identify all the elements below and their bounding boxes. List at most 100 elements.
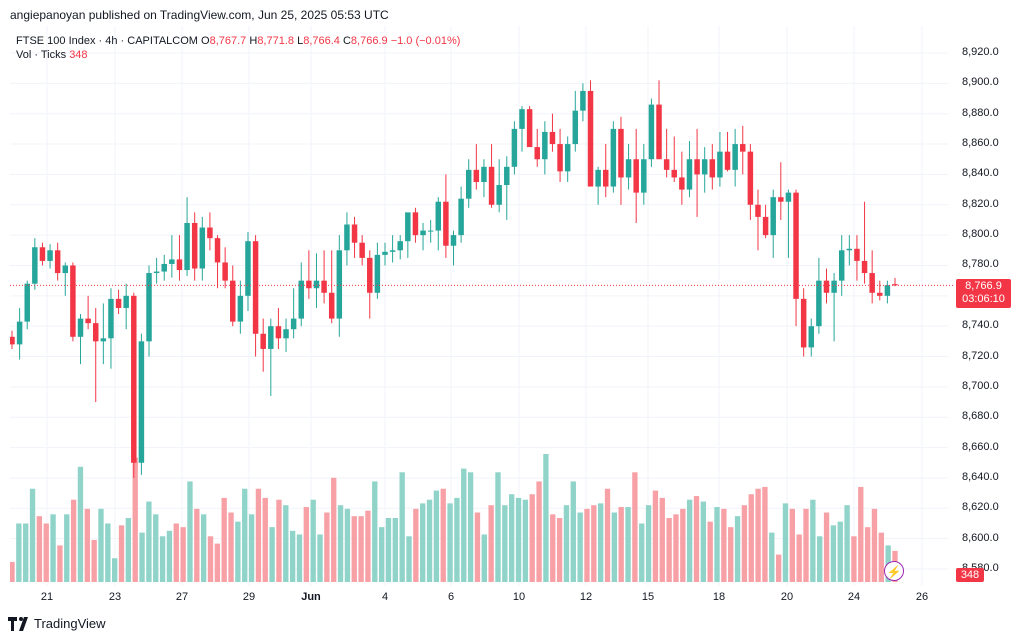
- candle: [534, 128, 540, 167]
- candle: [230, 265, 236, 327]
- volume-bar: [734, 516, 741, 582]
- candle-body: [268, 326, 274, 349]
- volume-bar: [639, 523, 645, 582]
- volume-bar: [139, 532, 145, 582]
- volume-bar: [262, 497, 268, 582]
- candle-body: [283, 329, 289, 339]
- candle-body: [648, 104, 655, 160]
- volume-bar: [529, 494, 535, 582]
- symbol-name[interactable]: FTSE 100 Index · 4h · CAPITALCOM: [16, 35, 198, 47]
- volume-bar: [77, 466, 84, 582]
- candle: [778, 162, 784, 220]
- candle-body: [724, 151, 731, 170]
- candle: [328, 250, 335, 324]
- price-tick-label: 8,640.0: [962, 470, 999, 483]
- candle-body: [184, 222, 190, 271]
- low-label: L: [297, 35, 304, 47]
- candle-body: [100, 338, 107, 342]
- candle-body: [405, 212, 411, 242]
- candle-body: [694, 159, 700, 175]
- volume-bar: [817, 536, 823, 582]
- candle: [488, 144, 495, 208]
- candle: [214, 235, 221, 289]
- volume-bar: [132, 457, 138, 582]
- candle: [549, 113, 556, 152]
- candle: [625, 144, 632, 190]
- volume-bar: [248, 514, 255, 582]
- volume-bar: [235, 521, 241, 582]
- candle: [382, 242, 388, 266]
- time-tick-label: 4: [381, 591, 389, 603]
- volume-bar: [604, 488, 611, 582]
- candle-body: [420, 230, 426, 236]
- candle-body: [831, 280, 837, 293]
- candle: [260, 318, 266, 372]
- time-tick-label: 27: [175, 591, 189, 603]
- candle-body: [610, 128, 617, 187]
- candle-body: [230, 280, 236, 322]
- volume-bar: [666, 518, 672, 582]
- time-tick-label: 26: [915, 591, 929, 603]
- candle: [313, 253, 320, 308]
- candle-body: [717, 151, 723, 178]
- candle-body: [328, 292, 335, 319]
- lightning-icon[interactable]: ⚡: [884, 561, 904, 581]
- candle-body: [465, 169, 472, 199]
- volume-bar: [283, 505, 289, 582]
- candle: [245, 232, 251, 311]
- open-value: 8,767.7: [209, 35, 247, 47]
- volume-bar: [467, 472, 474, 582]
- candle-body: [701, 159, 708, 175]
- volume-bar: [64, 514, 70, 582]
- volume-bar: [84, 508, 90, 582]
- candle: [564, 136, 571, 182]
- candle-body: [382, 251, 388, 255]
- volume-bar: [796, 534, 802, 582]
- candle: [92, 307, 99, 403]
- candle-body: [625, 159, 632, 178]
- candle-body: [54, 250, 61, 274]
- volume-bar: [488, 505, 494, 582]
- candle: [351, 216, 358, 258]
- time-tick-label: 20: [780, 591, 794, 603]
- volume-bar: [310, 499, 316, 582]
- candle: [290, 288, 297, 339]
- volume-bar: [153, 514, 159, 582]
- volume-bar: [50, 514, 56, 582]
- volume-bar: [522, 499, 529, 582]
- volume-bar: [782, 503, 789, 582]
- volume-bar: [659, 497, 665, 582]
- candle: [869, 250, 875, 304]
- candle: [496, 159, 502, 213]
- volume-bar: [858, 486, 864, 582]
- candle-body: [823, 280, 830, 293]
- volume-bar: [755, 488, 761, 582]
- candle: [62, 262, 69, 296]
- volume-indicator-name[interactable]: Vol · Ticks: [16, 49, 67, 61]
- price-tick-label: 8,840.0: [962, 167, 999, 180]
- volume-bar: [57, 545, 63, 582]
- candle: [694, 128, 700, 217]
- volume-bar: [591, 505, 597, 582]
- close-value: 8,766.9: [350, 35, 388, 47]
- candle-body: [290, 318, 297, 330]
- volume-bar: [358, 516, 364, 582]
- candle: [595, 166, 601, 205]
- volume-bar: [392, 518, 398, 582]
- candle: [732, 128, 738, 187]
- candle: [656, 80, 662, 160]
- candle-body: [686, 159, 693, 190]
- volume-bar: [399, 472, 405, 582]
- volume-bar: [372, 481, 378, 582]
- candle-body: [298, 280, 304, 319]
- candle: [389, 235, 396, 263]
- candle-body: [237, 295, 244, 322]
- price-chart[interactable]: [10, 26, 1013, 608]
- time-axis[interactable]: 21 23 27 29 Jun 4 6 10 12 15 18 20 24 26: [10, 586, 950, 608]
- candle-body: [62, 265, 69, 274]
- volume-bar: [495, 472, 501, 582]
- volume-bar: [632, 472, 638, 582]
- volume-bar: [200, 514, 207, 582]
- volume-bar: [378, 527, 385, 582]
- volume-bar: [98, 508, 104, 582]
